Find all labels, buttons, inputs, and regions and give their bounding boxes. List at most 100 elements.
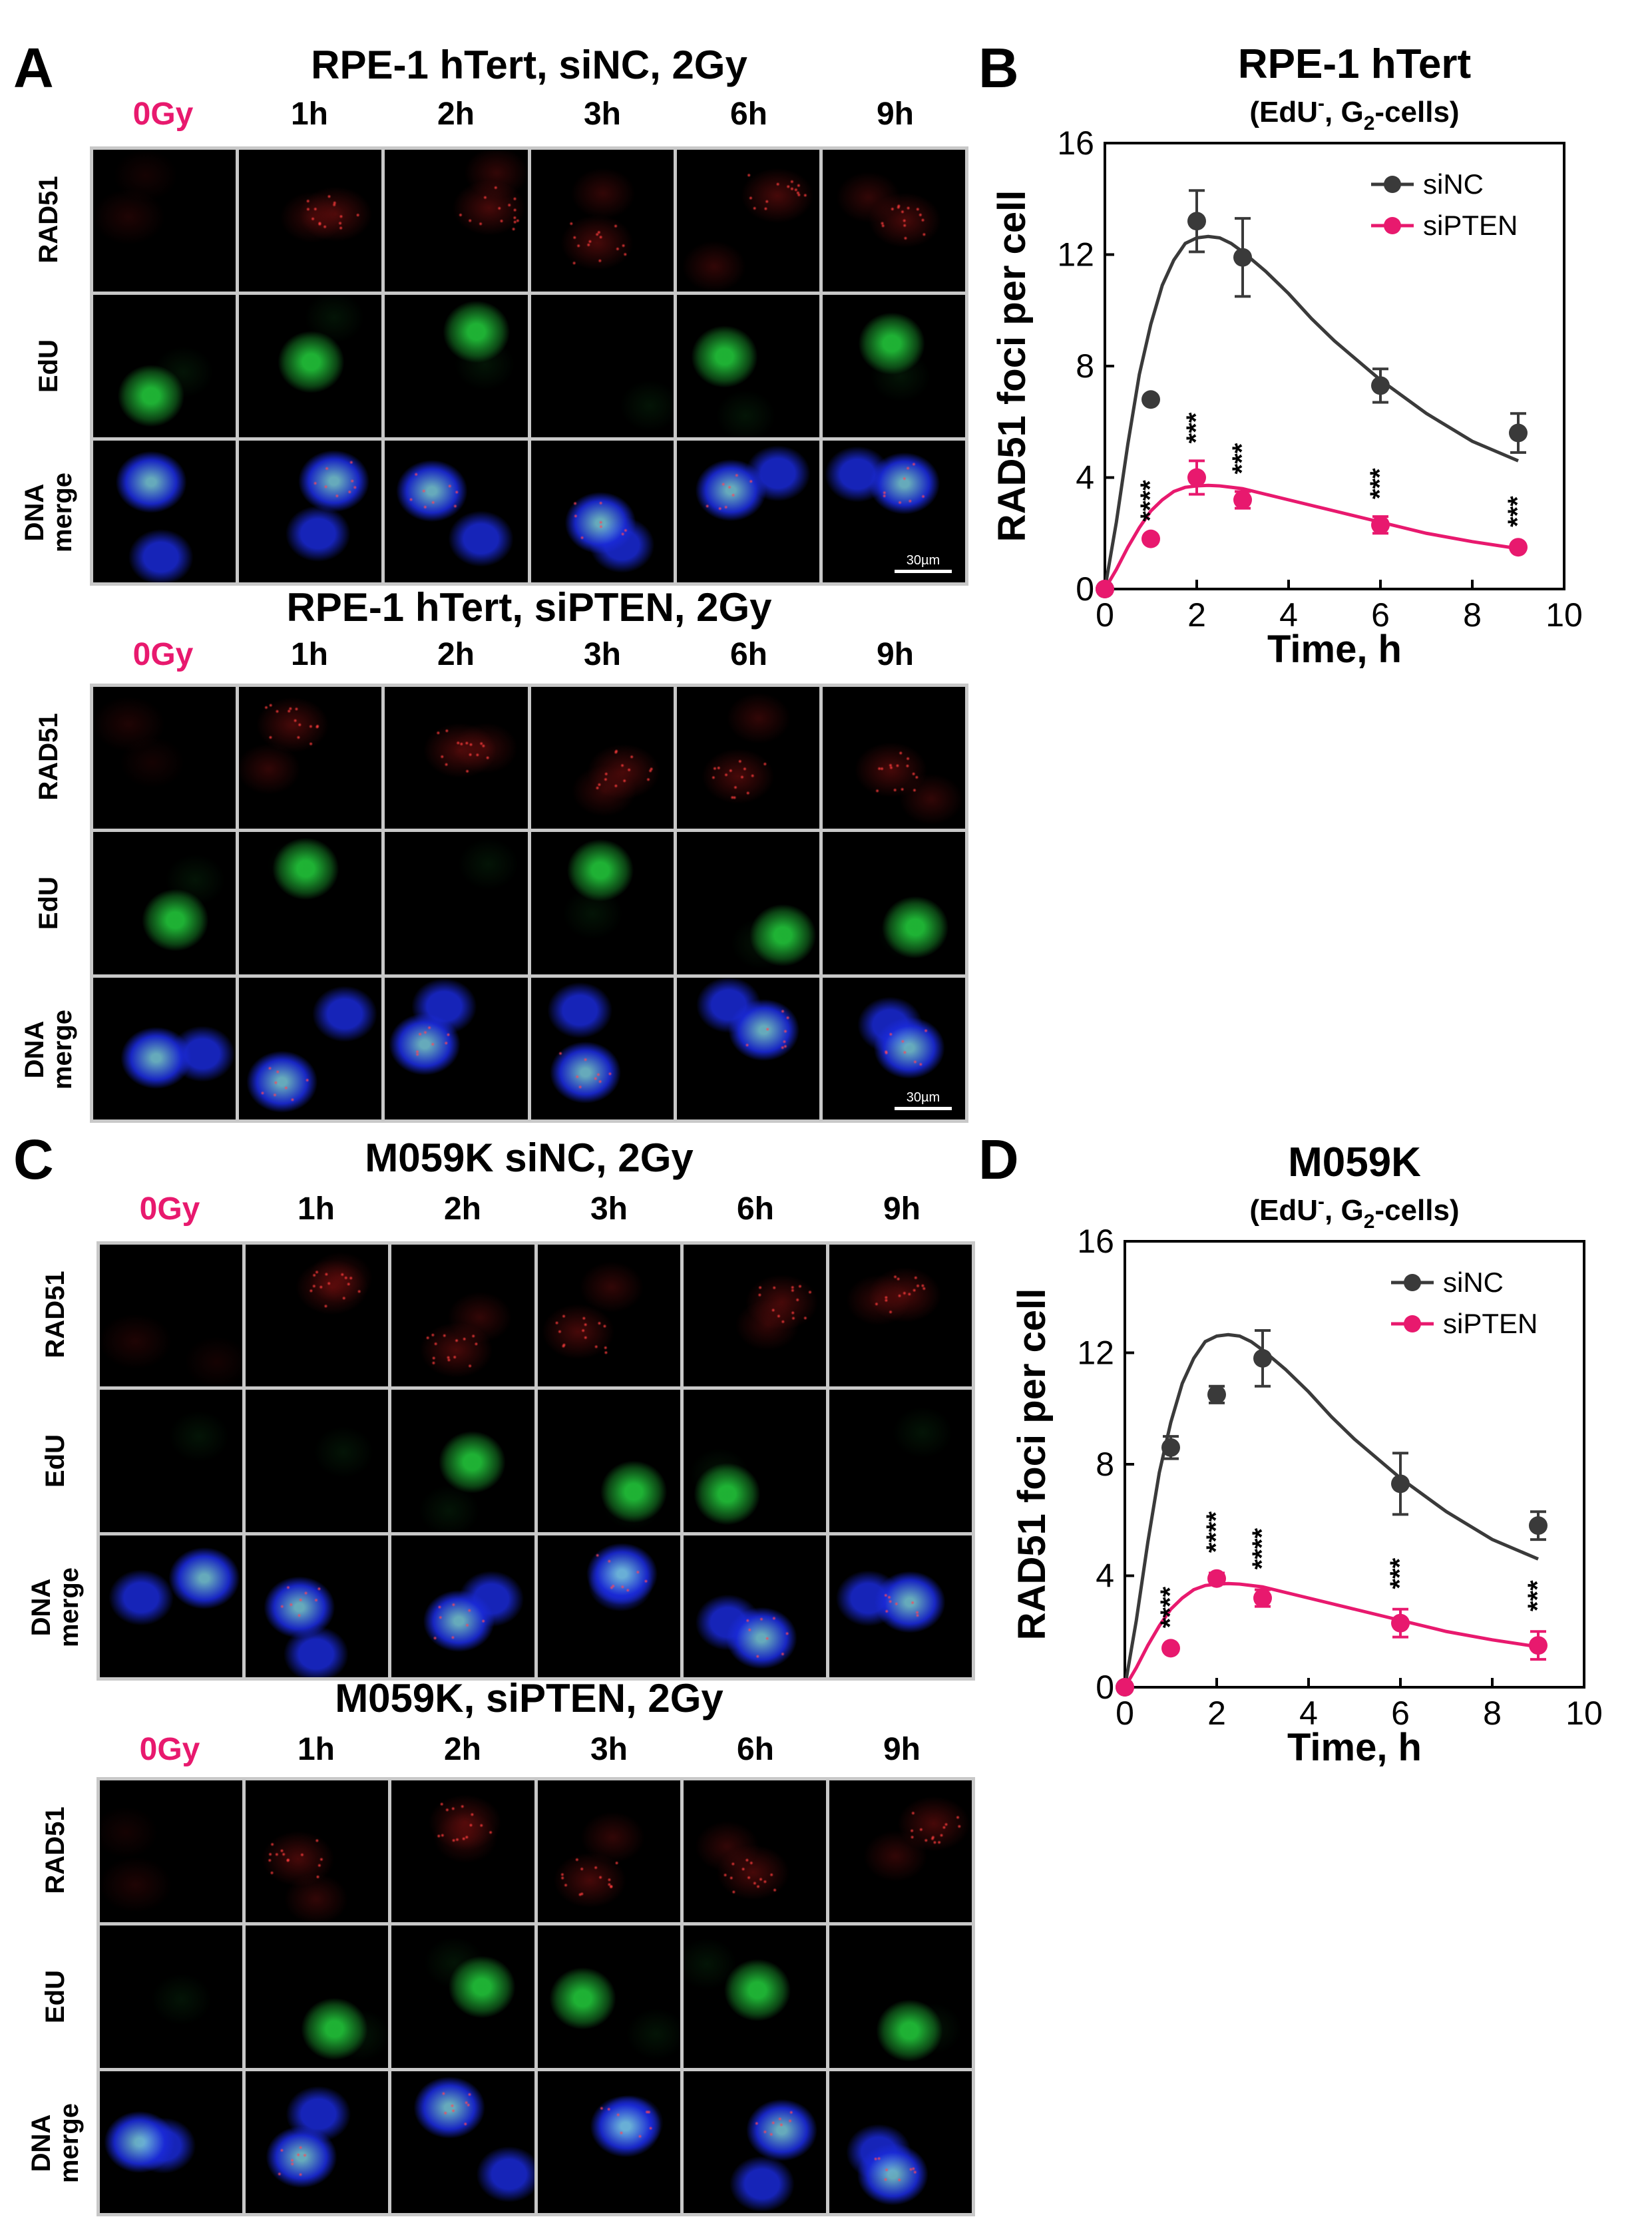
data-point-siPTEN (1233, 491, 1252, 509)
dna-merge-micrograph (246, 2071, 389, 2213)
edu-micrograph (391, 1390, 534, 1532)
edu-micrograph (246, 1926, 389, 2068)
rad51-micrograph (530, 687, 674, 829)
rad51-micrograph (822, 150, 965, 292)
edu-micrograph (822, 295, 965, 437)
column-label: 3h (583, 97, 621, 132)
column-label: 1h (290, 97, 328, 132)
fit-curve-siNC (1105, 234, 1519, 589)
data-point-siPTEN (1096, 580, 1114, 598)
column-label: 0Gy (132, 97, 194, 132)
rad51-micrograph (391, 1780, 534, 1923)
micrograph-cells (97, 1777, 975, 2216)
edu-micrograph (530, 295, 674, 437)
edu-micrograph (239, 832, 382, 974)
edu-micrograph (530, 832, 674, 974)
y-axis-label: RAD51 foci per cell (1010, 1289, 1054, 1641)
rad51-micrograph (537, 1780, 680, 1923)
edu-micrograph (676, 832, 819, 974)
rad51-micrograph (530, 150, 674, 292)
legend-marker (1384, 217, 1401, 234)
data-point-siNC (1161, 1438, 1180, 1457)
rad51-micrograph (239, 687, 382, 829)
edu-micrograph (537, 1926, 680, 2068)
rad51-micrograph (246, 1780, 389, 1923)
y-tick-label: 16 (1057, 124, 1094, 162)
dna-merge-micrograph (537, 1535, 680, 1677)
edu-micrograph (93, 295, 236, 437)
rad51-micrograph (239, 150, 382, 292)
significance-annotations: **************** (1136, 412, 1532, 527)
significance-label: *** (1181, 412, 1211, 443)
column-label: 1h (297, 1191, 335, 1227)
rad51-micrograph (100, 1780, 243, 1923)
edu-micrograph (683, 1926, 826, 2068)
data-marks (1116, 1329, 1548, 1697)
legend-marker (1404, 1274, 1421, 1291)
column-label: 2h (443, 1191, 481, 1227)
row-label: DNA merge (20, 1009, 77, 1090)
x-tick-label: 6 (1391, 1695, 1410, 1732)
column-label: 2h (437, 97, 475, 132)
column-label: 9h (883, 1191, 921, 1227)
significance-label: *** (1365, 468, 1394, 499)
y-tick-label: 4 (1076, 459, 1094, 497)
rad51-micrograph (829, 1245, 972, 1387)
data-point-siPTEN (1161, 1639, 1180, 1658)
rad51-micrograph (683, 1245, 826, 1387)
data-point-siNC (1253, 1348, 1272, 1368)
fit-curve-siNC (1125, 1332, 1539, 1687)
rad51-micrograph (246, 1245, 389, 1387)
data-point-siNC (1391, 1474, 1410, 1494)
significance-label: **** (1201, 1511, 1231, 1553)
dna-merge-micrograph (829, 1535, 972, 1677)
dna-merge-micrograph: 30µm (822, 977, 965, 1119)
axis-ticks: 0 2 4 6 8 10 0 4 8 12 16 (1057, 124, 1582, 634)
x-axis-label: Time, h (1287, 1726, 1422, 1767)
column-label: 0Gy (132, 637, 194, 672)
legend-label: siPTEN (1423, 210, 1518, 241)
y-tick-label: 4 (1096, 1557, 1114, 1595)
dna-merge-micrograph (239, 440, 382, 582)
data-point-siPTEN (1116, 1678, 1134, 1697)
grid-title-a-top: RPE-1 hTert, siNC, 2Gy (311, 43, 747, 87)
x-tick-label: 6 (1371, 596, 1390, 634)
dna-merge-micrograph (100, 2071, 243, 2213)
edu-micrograph (829, 1926, 972, 2068)
scale-bar-line (895, 569, 952, 573)
micrograph-cells: 30µm (90, 684, 968, 1123)
y-tick-label: 8 (1096, 1446, 1114, 1483)
rad51-micrograph (822, 687, 965, 829)
panel-letter-b: B (978, 37, 1019, 99)
axis-ticks: 0 2 4 6 8 10 0 4 8 12 16 (1077, 1223, 1602, 1732)
rad51-micrograph (676, 150, 819, 292)
data-point-siNC (1509, 423, 1528, 443)
y-tick-label: 16 (1077, 1223, 1114, 1260)
rad51-micrograph (391, 1245, 534, 1387)
x-tick-label: 0 (1096, 596, 1114, 634)
edu-micrograph (93, 832, 236, 974)
x-tick-label: 8 (1463, 596, 1482, 634)
legend-marker (1384, 176, 1401, 193)
legend-label: siNC (1423, 168, 1484, 200)
column-label: 9h (876, 97, 914, 132)
data-point-siPTEN (1207, 1569, 1226, 1588)
significance-label: **** (1247, 1528, 1277, 1570)
x-tick-label: 10 (1546, 596, 1583, 634)
significance-label: *** (1227, 443, 1257, 474)
data-point-siNC (1207, 1385, 1226, 1404)
edu-micrograph (385, 832, 528, 974)
dna-merge-micrograph (530, 977, 674, 1119)
dna-merge-micrograph (385, 977, 528, 1119)
row-label: DNA merge (27, 1567, 84, 1648)
dna-merge-micrograph (391, 2071, 534, 2213)
data-point-siPTEN (1529, 1636, 1548, 1655)
rad51-micrograph (93, 150, 236, 292)
significance-label: *** (1385, 1557, 1414, 1589)
fit-curve-siPTEN (1105, 483, 1519, 589)
rad51-micrograph (683, 1780, 826, 1923)
data-point-siPTEN (1253, 1589, 1272, 1607)
data-point-siPTEN (1391, 1613, 1410, 1633)
scale-bar: 30µm (895, 553, 952, 573)
chart-rpe1-htert: RPE-1 hTert (EdU-, G2-cells) 0 2 4 6 8 10 0 4 8 1… (990, 41, 1583, 669)
